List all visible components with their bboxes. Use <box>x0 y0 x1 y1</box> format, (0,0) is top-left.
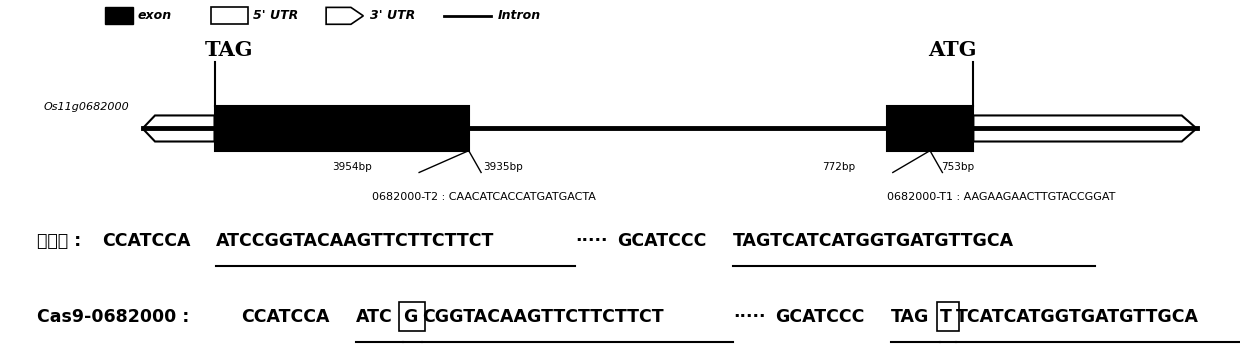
Text: 753bp: 753bp <box>941 163 975 172</box>
Text: Cas9-0682000 :: Cas9-0682000 : <box>37 308 196 326</box>
Polygon shape <box>143 115 215 142</box>
Text: 3' UTR: 3' UTR <box>370 10 414 22</box>
Bar <box>936 302 960 331</box>
Text: CGGTACAAGTTCTTCTTCT: CGGTACAAGTTCTTCTTCT <box>422 308 663 326</box>
Text: 772bp: 772bp <box>822 163 856 172</box>
Text: GCATCCC: GCATCCC <box>775 308 864 326</box>
Text: G: G <box>403 308 418 326</box>
Text: ATCCGGTACAAGTTCTTCTTCT: ATCCGGTACAAGTTCTTCTTCT <box>216 232 495 250</box>
Text: CCATCCA: CCATCCA <box>102 232 191 250</box>
Text: TAG: TAG <box>205 40 254 60</box>
Text: exon: exon <box>138 10 172 22</box>
Bar <box>887 106 973 151</box>
Text: 0682000-T1 : AAGAAGAACTTGTACCGGAT: 0682000-T1 : AAGAAGAACTTGTACCGGAT <box>887 192 1115 202</box>
Text: TAGTCATCATGGTGATGTTGCA: TAGTCATCATGGTGATGTTGCA <box>733 232 1014 250</box>
Text: 日本晴 :: 日本晴 : <box>37 232 88 250</box>
Text: TCATCATGGTGATGTTGCA: TCATCATGGTGATGTTGCA <box>956 308 1199 326</box>
Text: 3935bp: 3935bp <box>484 163 523 172</box>
Bar <box>211 7 248 24</box>
Text: ATG: ATG <box>928 40 977 60</box>
Text: Os11g0682000: Os11g0682000 <box>43 102 129 112</box>
Text: CCATCCA: CCATCCA <box>242 308 330 326</box>
Text: TAG: TAG <box>890 308 929 326</box>
Text: ATC: ATC <box>356 308 393 326</box>
Text: ·····: ····· <box>734 308 766 326</box>
Text: Intron: Intron <box>497 10 541 22</box>
Polygon shape <box>973 115 1197 142</box>
Text: GCATCCC: GCATCCC <box>618 232 707 250</box>
Text: 3954bp: 3954bp <box>332 163 372 172</box>
Bar <box>105 7 133 24</box>
Polygon shape <box>326 7 363 24</box>
Text: T: T <box>940 308 952 326</box>
Text: 0682000-T2 : CAACATCACCATGATGACTA: 0682000-T2 : CAACATCACCATGATGACTA <box>372 192 596 202</box>
Bar <box>399 302 425 331</box>
Bar <box>215 106 469 151</box>
Text: 5' UTR: 5' UTR <box>253 10 298 22</box>
Text: ·····: ····· <box>575 232 608 250</box>
